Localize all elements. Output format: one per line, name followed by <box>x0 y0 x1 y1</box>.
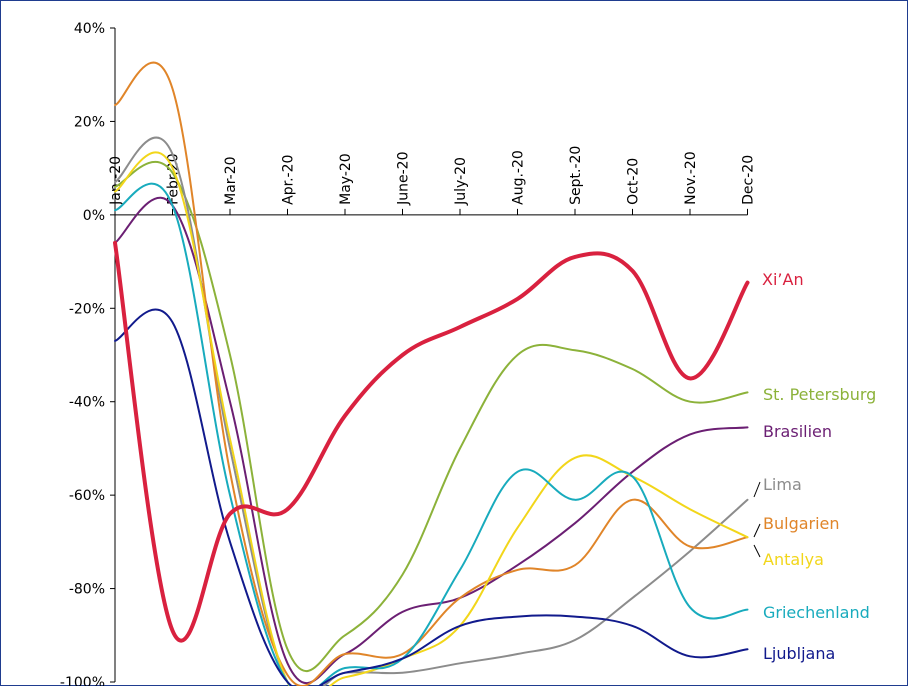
y-tick-label: -20% <box>69 301 105 317</box>
series-label: St. Petersburg <box>763 385 876 404</box>
y-tick-label: -100% <box>60 675 105 686</box>
label-leader <box>753 544 761 558</box>
series-line <box>114 182 749 686</box>
x-tick-label: Dec-20 <box>741 155 757 205</box>
series-label: Lima <box>763 475 802 494</box>
x-tick-label: Sept.-20 <box>568 146 584 205</box>
x-tick-label: May-20 <box>338 153 354 205</box>
series-label: Griechenland <box>763 603 870 622</box>
x-tick-label: July-20 <box>453 157 469 206</box>
x-tick-label: Apr.-20 <box>281 155 297 205</box>
label-leader <box>753 481 761 498</box>
series-label: Antalya <box>763 550 824 569</box>
y-tick-label: -60% <box>69 488 105 504</box>
series-line <box>113 240 750 643</box>
series-line <box>114 61 749 686</box>
x-tick-label: Nov.-20 <box>683 151 699 205</box>
series-line <box>114 308 749 686</box>
series-label: Bulgarien <box>763 514 840 533</box>
y-tick-label: -40% <box>69 395 105 411</box>
series-line <box>114 151 749 686</box>
x-tick-label: Oct-20 <box>626 158 642 205</box>
y-tick-label: 40% <box>74 21 105 37</box>
x-tick-label: Mar-20 <box>223 156 239 204</box>
x-tick-label: June-20 <box>396 151 412 205</box>
series-label: Xi’An <box>762 270 804 289</box>
label-leader <box>753 523 761 538</box>
x-tick-label: Aug.-20 <box>511 150 527 205</box>
y-tick-label: 0% <box>83 208 105 224</box>
series-label: Ljubljana <box>763 644 835 663</box>
y-tick-label: -80% <box>69 582 105 598</box>
series-line <box>114 160 749 673</box>
y-tick-label: 20% <box>74 114 105 130</box>
series-label: Brasilien <box>763 422 832 441</box>
